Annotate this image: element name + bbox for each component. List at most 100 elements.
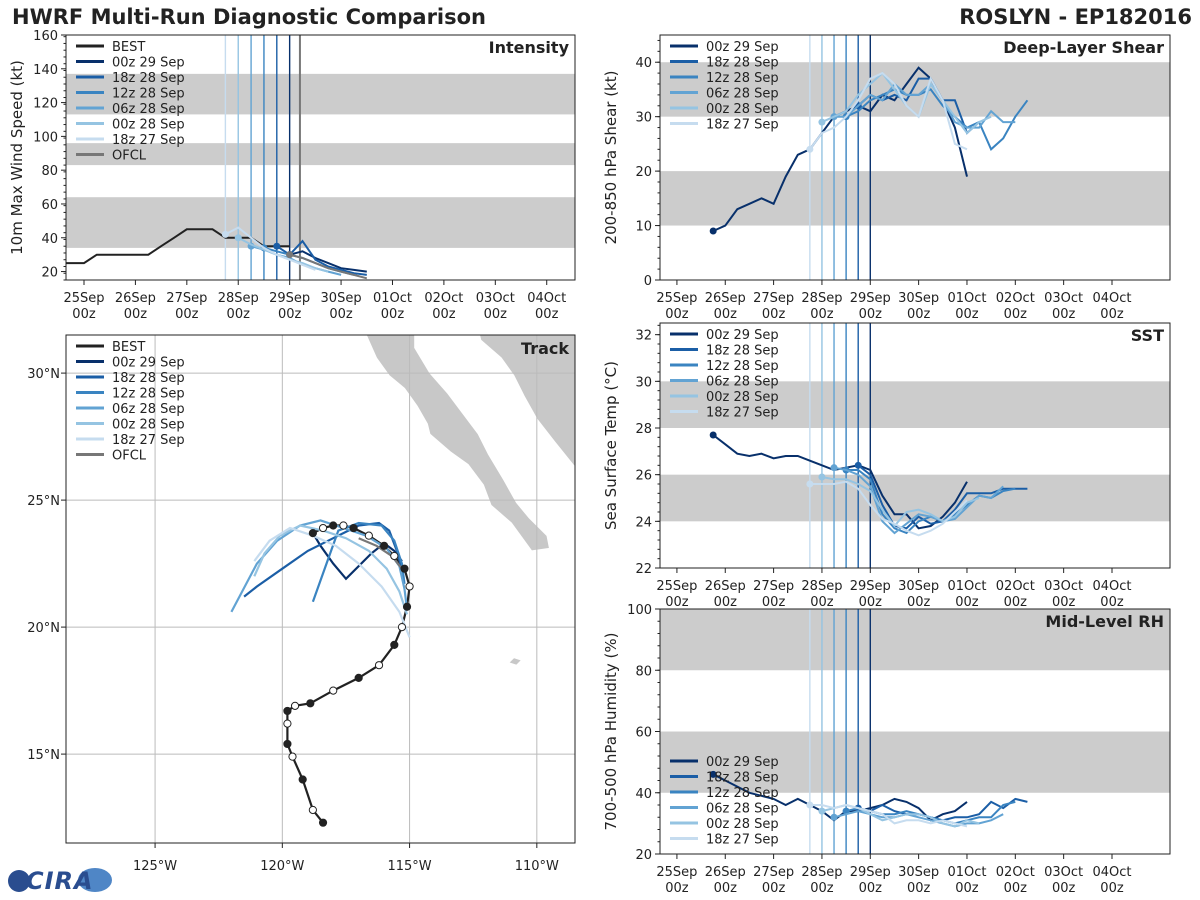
x-tick-label: 02Oct — [996, 579, 1035, 594]
x-tick-label: 28Sep — [801, 579, 842, 594]
x-tick-label: 02Oct — [996, 291, 1035, 306]
track-line-18z-27-Sep — [253, 526, 411, 638]
x-tick-label: 00z — [810, 595, 834, 610]
y-tick-label: 100 — [33, 130, 58, 145]
panel-track: 125°W 120°W 115°W 110°W 15°N 20°N 25°N 30°N Trac… — [27, 334, 576, 874]
logo-swoosh-icon — [78, 868, 112, 892]
x-tick-label: 25Sep — [63, 291, 104, 306]
x-tick-label: 00z — [535, 307, 559, 322]
series-start-marker — [286, 251, 294, 259]
x-tick-label: 00z — [1004, 307, 1028, 322]
panel-rh: 2040608010025Sep00z26Sep00z27Sep00z28Sep… — [602, 603, 1171, 896]
x-tick-label: 29Sep — [850, 865, 891, 880]
panel-title: Deep-Layer Shear — [1003, 38, 1164, 57]
x-tick-label: 00z — [484, 307, 508, 322]
legend-label: 00z 29 Sep — [706, 755, 779, 770]
cira-logo: CIRA — [4, 864, 116, 898]
x-tick-label: 04Oct — [1092, 579, 1131, 594]
y-tick-label: 60 — [635, 726, 652, 741]
best-track-marker — [329, 521, 338, 530]
best-track-marker — [308, 529, 317, 538]
x-tick-label: 00z — [859, 595, 883, 610]
x-tick-label: 29Sep — [850, 291, 891, 306]
x-tick-label: 29Sep — [269, 291, 310, 306]
legend-label: 12z 28 Sep — [706, 359, 779, 374]
best-track-marker — [405, 582, 414, 591]
legend-label: 00z 28 Sep — [706, 390, 779, 405]
x-tick-label: 00z — [432, 307, 456, 322]
x-tick-label: 30Sep — [898, 579, 939, 594]
x-tick-label: 27Sep — [753, 579, 794, 594]
legend-label: 06z 28 Sep — [112, 402, 185, 417]
x-tick-label: 30Sep — [321, 291, 362, 306]
y-axis-label: 200-850 hPa Shear (kt) — [602, 71, 620, 245]
legend-label: 00z 29 Sep — [112, 356, 185, 371]
y-tick-label: 10 — [635, 220, 652, 235]
x-tick-label: 00z — [124, 307, 148, 322]
x-tick-label: 28Sep — [801, 865, 842, 880]
best-track-marker — [306, 699, 315, 708]
legend-label: 00z 29 Sep — [112, 56, 185, 71]
best-track-marker — [283, 719, 292, 728]
track-line-OFCL — [358, 537, 403, 570]
legend-label: 00z 28 Sep — [706, 102, 779, 117]
x-tick-label: 03Oct — [1044, 291, 1083, 306]
best-track-marker — [318, 523, 328, 533]
x-tick-label: 25Sep — [656, 291, 697, 306]
panel-sst: 22242628303225Sep00z26Sep00z27Sep00z28Se… — [602, 322, 1171, 610]
x-tick-label: 01Oct — [373, 291, 412, 306]
series-start-marker — [818, 118, 826, 126]
shade-band — [660, 474, 1170, 522]
legend-label: OFCL — [112, 449, 147, 464]
x-tick-label: 00z — [1004, 595, 1028, 610]
best-track-marker — [390, 551, 399, 561]
x-tick-label: 00z — [859, 881, 883, 896]
x-tick-label: 00z — [907, 307, 931, 322]
y-tick-label: 40 — [635, 56, 652, 71]
y-tick-label: 30 — [635, 375, 652, 390]
y-axis-label: Sea Surface Temp (°C) — [602, 361, 620, 530]
x-tick-label: 00z — [227, 307, 251, 322]
axes-frame — [65, 34, 576, 281]
y-tick-label: 80 — [41, 164, 58, 179]
y-tick-label: 20 — [41, 266, 58, 281]
y-tick-label: 160 — [33, 29, 58, 44]
x-tick-label: 00z — [278, 307, 302, 322]
x-tick-label: 26Sep — [705, 291, 746, 306]
series-start-marker — [854, 461, 862, 469]
x-tick-label: 00z — [714, 595, 738, 610]
y-axis-label: 700-500 hPa Humidity (%) — [602, 632, 620, 830]
legend-label: 06z 28 Sep — [112, 102, 185, 117]
series-line-OFCL — [289, 253, 368, 280]
legend-label: 00z 28 Sep — [112, 118, 185, 133]
y-tick-label: 20 — [635, 165, 652, 180]
x-tick-label: 110°W — [515, 859, 559, 874]
x-tick-label: 25Sep — [656, 865, 697, 880]
legend-label: BEST — [112, 340, 145, 355]
series-line-06z-28-Sep — [833, 810, 1004, 828]
x-tick-label: 30Sep — [898, 865, 939, 880]
x-tick-label: 00z — [907, 881, 931, 896]
land-shape — [365, 335, 551, 552]
map-ocean — [66, 335, 575, 843]
x-tick-label: 28Sep — [801, 291, 842, 306]
plot-area — [660, 323, 1170, 568]
axes-frame — [659, 34, 1171, 281]
best-track-marker — [364, 531, 373, 540]
best-track-marker — [318, 818, 328, 827]
y-tick-label: 140 — [33, 63, 58, 78]
x-tick-label: 00z — [665, 881, 689, 896]
x-tick-label: 00z — [955, 595, 979, 610]
series-start-marker — [709, 431, 717, 439]
x-tick-label: 00z — [714, 307, 738, 322]
x-tick-label: 27Sep — [753, 865, 794, 880]
legend-label: 18z 28 Sep — [112, 371, 185, 386]
shade-band — [66, 73, 575, 115]
x-tick-label: 28Sep — [218, 291, 259, 306]
x-tick-label: 29Sep — [850, 579, 891, 594]
x-tick-label: 125°W — [133, 859, 177, 874]
x-tick-label: 00z — [955, 307, 979, 322]
panel-intensity: 2040608010012014016025Sep00z26Sep00z27Se… — [8, 29, 576, 322]
panel-title: Track — [521, 339, 569, 358]
y-tick-label: 100 — [627, 603, 652, 618]
